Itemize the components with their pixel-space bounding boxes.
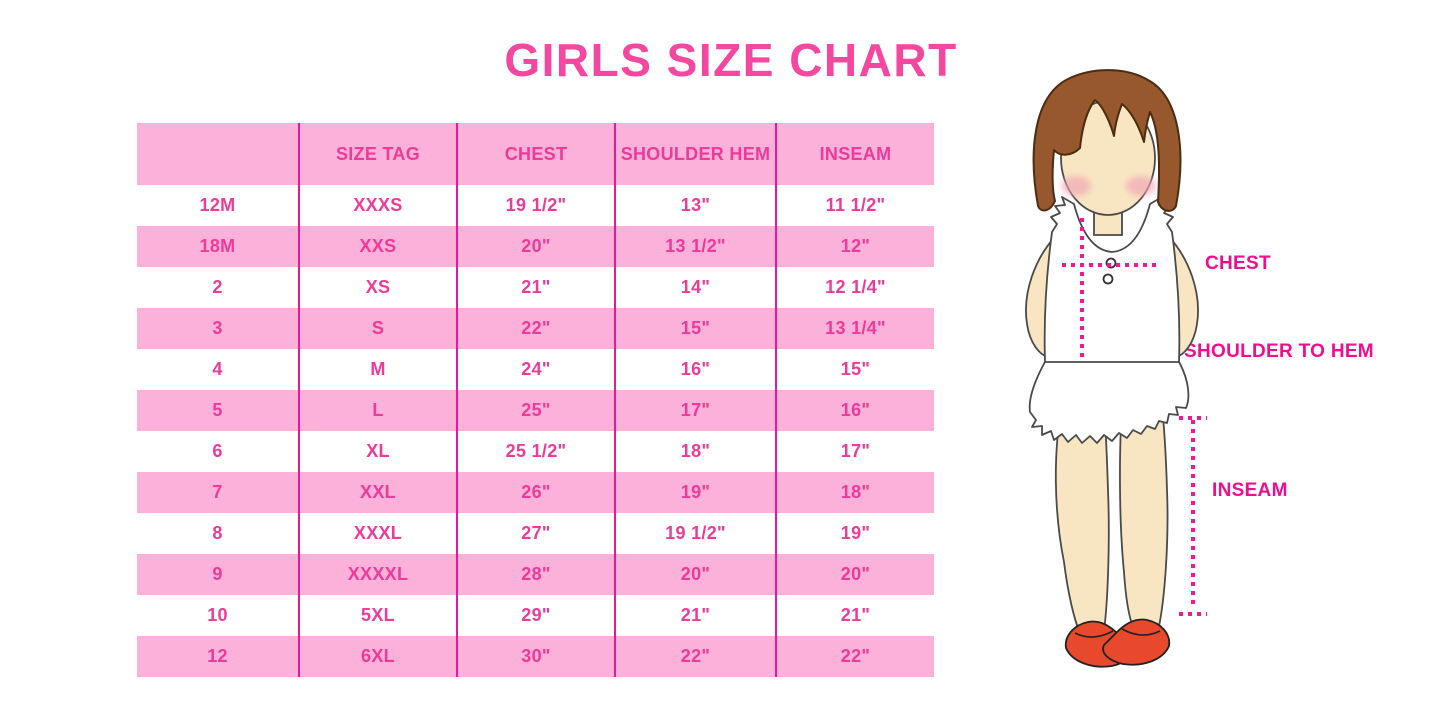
inseam-measurement-label: INSEAM [1212, 480, 1288, 501]
table-cell: 19" [775, 513, 934, 554]
table-cell: 18" [775, 472, 934, 513]
table-cell: 29" [456, 595, 614, 636]
girl-right-shoe-strap [1121, 628, 1161, 636]
table-cell: 19 1/2" [456, 185, 614, 226]
table-cell: S [298, 308, 456, 349]
girl-top-button-2 [1102, 273, 1114, 285]
girls-size-table: SIZE TAG CHEST SHOULDER HEM INSEAM 12M XXXS 19… [137, 123, 934, 677]
table-cell: 21" [775, 595, 934, 636]
table-cell: 5XL [298, 595, 456, 636]
table-cell: 5 [137, 390, 298, 431]
header-cell: CHEST [456, 123, 614, 185]
girl-hair [1032, 69, 1182, 212]
table-cell: 20" [456, 226, 614, 267]
girl-right-blush [1126, 176, 1156, 196]
table-cell: 16" [775, 390, 934, 431]
table-cell: 13 1/2" [614, 226, 775, 267]
table-cell: 12 [137, 636, 298, 677]
header-cell: INSEAM [775, 123, 934, 185]
chest-measurement-label: CHEST [1205, 253, 1271, 274]
table-cell: 8 [137, 513, 298, 554]
table-cell: XXL [298, 472, 456, 513]
table-cell: 6 [137, 431, 298, 472]
table-cell: 11 1/2" [775, 185, 934, 226]
girl-figure-illustration [1025, 69, 1207, 668]
table-cell: 18M [137, 226, 298, 267]
table-cell: XXXL [298, 513, 456, 554]
table-cell: XXS [298, 226, 456, 267]
girl-left-shoe-strap [1074, 630, 1114, 638]
table-cell: 20" [775, 554, 934, 595]
girl-right-leg [1119, 405, 1169, 632]
table-cell: L [298, 390, 456, 431]
table-cell: 7 [137, 472, 298, 513]
table-cell: 22" [456, 308, 614, 349]
table-cell: 19" [614, 472, 775, 513]
table-cell: 15" [614, 308, 775, 349]
table-cell: 10 [137, 595, 298, 636]
table-cell: 22" [614, 636, 775, 677]
table-cell: 9 [137, 554, 298, 595]
table-cell: 17" [775, 431, 934, 472]
table-cell: 13" [614, 185, 775, 226]
table-cell: 16" [614, 349, 775, 390]
table-cell: 28" [456, 554, 614, 595]
table-cell: 27" [456, 513, 614, 554]
page-title: GIRLS SIZE CHART [504, 34, 958, 86]
table-cell: 24" [456, 349, 614, 390]
table-cell: 13 1/4" [775, 308, 934, 349]
table-cell: XXXXL [298, 554, 456, 595]
header-cell: SHOULDER HEM [614, 123, 775, 185]
table-cell: 3 [137, 308, 298, 349]
table-cell: 19 1/2" [614, 513, 775, 554]
table-cell: XXXS [298, 185, 456, 226]
table-cell: 22" [775, 636, 934, 677]
table-cell: 15" [775, 349, 934, 390]
table-cell: 30" [456, 636, 614, 677]
table-cell: 14" [614, 267, 775, 308]
table-cell: 6XL [298, 636, 456, 677]
table-cell: 21" [456, 267, 614, 308]
header-cell [137, 123, 298, 185]
table-cell: XL [298, 431, 456, 472]
girl-left-blush [1061, 176, 1091, 196]
table-cell: 12M [137, 185, 298, 226]
table-cell: 12 1/4" [775, 267, 934, 308]
table-cell: 18" [614, 431, 775, 472]
girl-right-shoe [1102, 618, 1171, 666]
table-cell: XS [298, 267, 456, 308]
table-cell: 4 [137, 349, 298, 390]
table-cell: 25 1/2" [456, 431, 614, 472]
shoulder-to-hem-measurement-label: SHOULDER TO HEM [1184, 341, 1374, 362]
girl-skirt [1028, 359, 1190, 444]
header-cell: SIZE TAG [298, 123, 456, 185]
table-cell: 2 [137, 267, 298, 308]
table-cell: 25" [456, 390, 614, 431]
table-cell: 20" [614, 554, 775, 595]
table-cell: M [298, 349, 456, 390]
table-cell: 17" [614, 390, 775, 431]
table-cell: 12" [775, 226, 934, 267]
table-cell: 21" [614, 595, 775, 636]
table-cell: 26" [456, 472, 614, 513]
